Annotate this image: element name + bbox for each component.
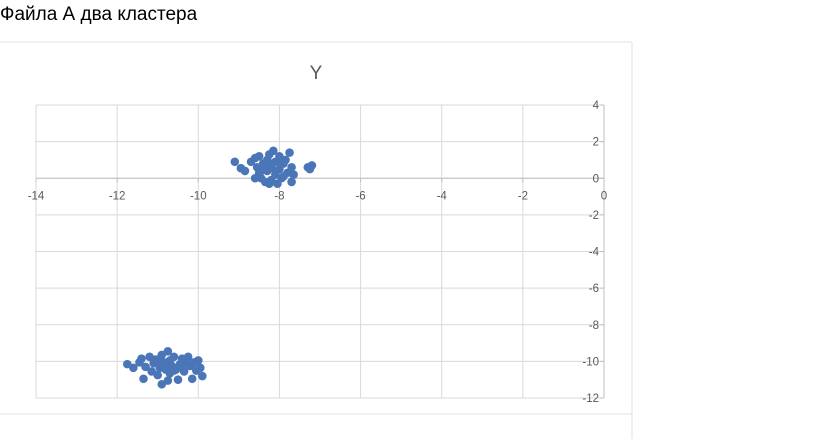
x-tick-label: -10 <box>190 190 207 202</box>
data-point <box>285 148 294 157</box>
y-tick-label: -4 <box>589 247 600 259</box>
data-point <box>177 362 187 372</box>
y-tick-label: -10 <box>582 356 599 368</box>
data-point <box>183 352 193 362</box>
data-point <box>196 363 205 373</box>
data-point <box>173 375 183 384</box>
data-point <box>129 363 138 373</box>
data-point <box>250 173 260 183</box>
y-tick-label: -12 <box>582 393 599 405</box>
x-tick-label: -12 <box>109 190 126 202</box>
data-point <box>269 146 278 156</box>
data-point <box>139 374 148 384</box>
data-point <box>279 172 288 181</box>
data-point <box>289 170 298 179</box>
data-point <box>187 374 197 384</box>
data-point <box>193 356 203 365</box>
data-point <box>264 179 274 189</box>
y-tick-label: 0 <box>593 173 599 185</box>
data-point <box>141 362 150 372</box>
data-point <box>153 357 163 366</box>
data-point <box>198 371 207 381</box>
y-tick-label: -2 <box>589 210 599 222</box>
x-tick-label: -4 <box>437 190 448 202</box>
slide-caption: Файла А два кластера <box>0 4 198 25</box>
data-point <box>271 166 280 176</box>
chart-frame <box>0 41 633 439</box>
x-tick-label: -2 <box>518 190 528 202</box>
data-point <box>240 166 250 176</box>
y-tick-label: 4 <box>593 100 600 112</box>
data-point <box>153 370 163 380</box>
y-tick-label: -8 <box>589 320 599 332</box>
data-points <box>122 146 317 389</box>
axes <box>35 104 605 399</box>
x-tick-label: -6 <box>355 190 365 202</box>
chart-area <box>0 40 816 439</box>
data-point <box>169 352 179 362</box>
y-tick-label: -6 <box>589 283 599 295</box>
x-tick-label: -8 <box>274 190 284 202</box>
data-point <box>256 166 266 176</box>
data-point <box>287 177 296 187</box>
data-point <box>169 366 179 375</box>
data-point <box>137 354 146 363</box>
x-tick-label: 0 <box>601 190 607 202</box>
data-point <box>307 161 317 170</box>
data-point <box>254 151 264 161</box>
data-point <box>163 376 173 385</box>
y-tick-label: 2 <box>593 137 599 149</box>
data-point <box>260 159 270 168</box>
chart-title: Y <box>310 63 323 84</box>
x-tick-label: -14 <box>28 190 45 202</box>
data-point <box>287 162 296 172</box>
data-point <box>230 157 240 167</box>
data-point <box>275 157 284 167</box>
data-point <box>163 347 173 356</box>
